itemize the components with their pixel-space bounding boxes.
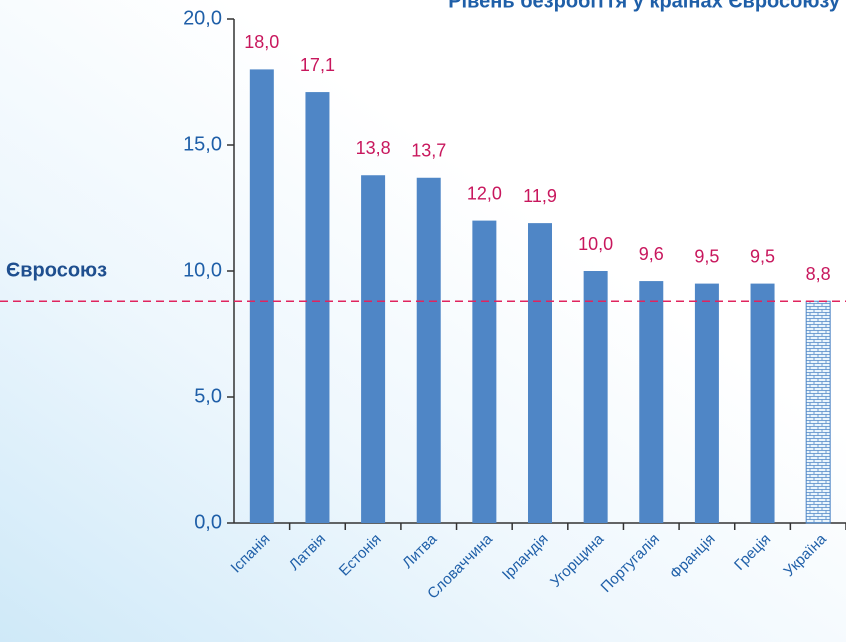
x-tick-label: Іспанія [228,531,274,577]
y-tick-label: 20,0 [183,7,222,29]
reference-label: Євросоюз [6,259,107,281]
value-label: 9,6 [639,244,664,264]
x-tick-label: Франція [667,531,719,583]
bar [583,271,608,523]
bar [694,283,719,523]
x-tick-label: Литва [399,530,441,572]
value-label: 13,7 [411,141,446,161]
bar [416,177,441,523]
value-label: 12,0 [467,183,502,203]
x-tick-label: Греція [731,531,774,574]
value-label: 10,0 [578,234,613,254]
x-tick-label: Україна [780,530,830,580]
x-tick-label: Португалія [598,531,663,596]
x-tick-label: Ірландія [499,531,552,584]
bar [249,69,274,524]
value-label: 9,5 [750,246,775,266]
bar [805,300,831,524]
bar [361,175,386,524]
value-label: 18,0 [244,32,279,52]
chart-title: Рівень безробіття у країнах Євросоюзу [448,0,841,12]
value-label: 13,8 [356,138,391,158]
value-label: 17,1 [300,55,335,75]
bar [528,223,552,523]
bar [472,220,497,523]
y-tick-label: 15,0 [183,133,222,155]
x-tick-label: Латвія [286,531,329,574]
bar [750,283,775,523]
value-label: 11,9 [523,186,557,206]
y-tick-label: 5,0 [194,385,222,407]
bar [639,281,664,523]
value-label: 8,8 [806,264,831,284]
value-label: 9,5 [694,246,719,266]
y-tick-label: 0,0 [194,511,222,533]
y-tick-label: 10,0 [183,259,222,281]
x-tick-label: Естонія [336,531,385,580]
bar [305,92,330,523]
